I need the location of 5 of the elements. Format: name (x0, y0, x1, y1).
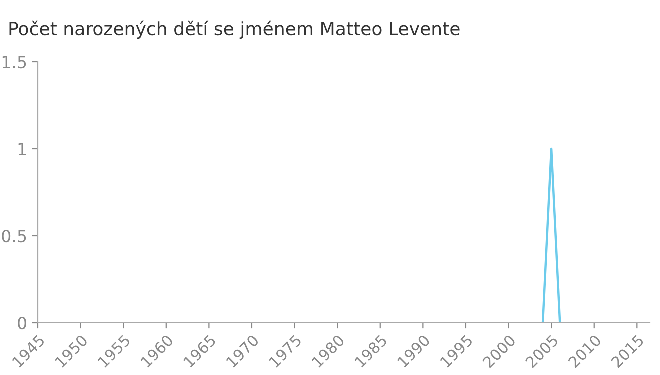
y-tick-label: 1 (18, 143, 26, 156)
chart-title: Počet narozených dětí se jménem Matteo Levente (10, 20, 460, 40)
y-tick-label: 1.5 (2, 56, 26, 69)
y-tick-label: 0.5 (2, 230, 26, 243)
y-tick-label: 0 (18, 316, 26, 330)
